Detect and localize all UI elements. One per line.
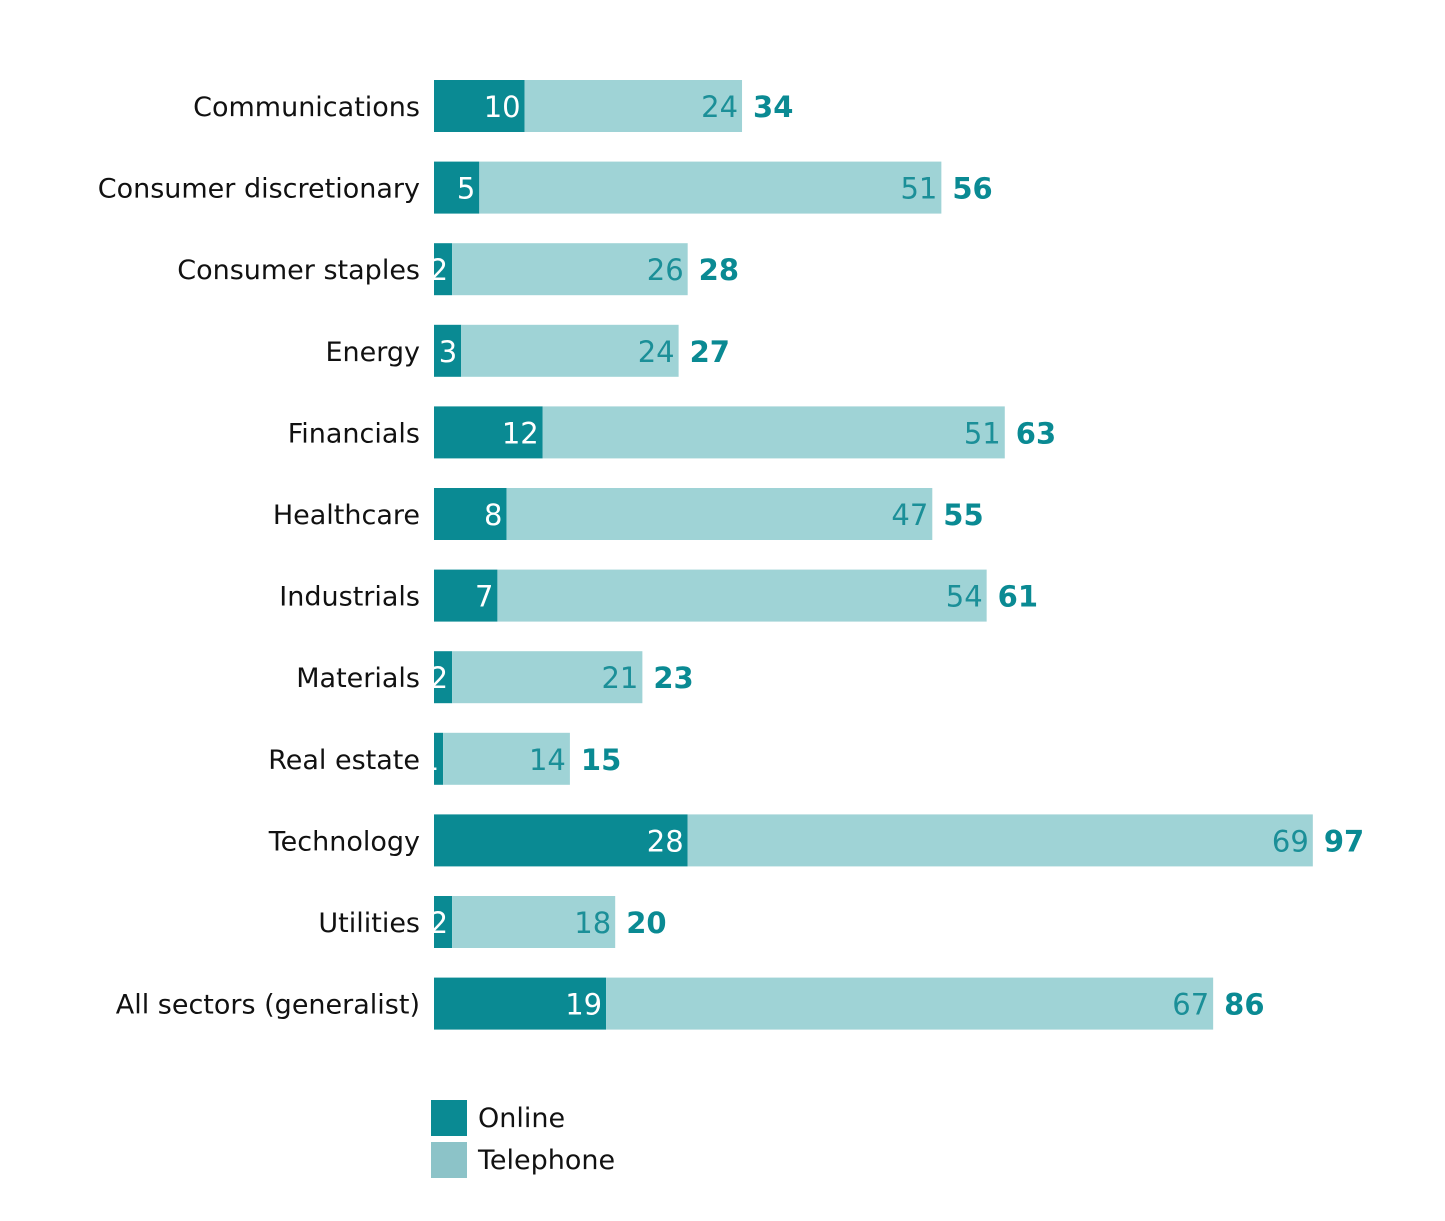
- legend-item-online: Online: [431, 1100, 615, 1136]
- value-label-telephone-all-sectors-generalist: 67: [1172, 988, 1209, 1022]
- total-label-financials: 63: [1016, 416, 1056, 450]
- bar-telephone-technology: [687, 814, 1313, 867]
- bar-online-industrials: [434, 569, 498, 622]
- bar-telephone-utilities: [452, 896, 616, 948]
- value-label-online-communications: 10: [484, 90, 521, 124]
- legend-label-online: Online: [478, 1102, 566, 1134]
- bar-online-communications: [434, 80, 525, 132]
- category-label-utilities: Utilities: [318, 908, 420, 939]
- total-label-communications: 34: [753, 90, 793, 124]
- value-label-telephone-industrials: 54: [946, 580, 983, 614]
- legend-label-telephone: Telephone: [478, 1144, 616, 1176]
- value-label-online-consumer-discretionary: 5: [457, 172, 475, 206]
- category-label-consumer-staples: Consumer staples: [177, 255, 420, 286]
- total-label-all-sectors-generalist: 86: [1224, 988, 1264, 1022]
- bar-telephone-consumer-discretionary: [479, 161, 942, 214]
- legend-swatch-online: [431, 1100, 467, 1136]
- bar-online-materials: [434, 651, 453, 704]
- category-label-materials: Materials: [296, 663, 420, 694]
- bar-online-real-estate: [434, 732, 444, 785]
- value-label-telephone-healthcare: 47: [891, 498, 928, 532]
- value-label-online-utilities: 2: [430, 906, 448, 940]
- total-label-materials: 23: [653, 661, 693, 695]
- bar-telephone-consumer-staples: [452, 243, 688, 296]
- bar-telephone-healthcare: [506, 488, 933, 540]
- total-label-real-estate: 15: [581, 743, 621, 777]
- value-label-telephone-materials: 21: [601, 661, 638, 695]
- category-label-real-estate: Real estate: [268, 745, 420, 776]
- category-label-industrials: Industrials: [279, 582, 420, 613]
- bar-telephone-all-sectors-generalist: [606, 977, 1214, 1030]
- category-label-financials: Financials: [288, 418, 420, 449]
- category-label-technology: Technology: [268, 826, 420, 857]
- bar-telephone-industrials: [497, 569, 987, 622]
- value-label-online-materials: 2: [430, 661, 448, 695]
- value-label-telephone-real-estate: 14: [529, 743, 566, 777]
- total-label-energy: 27: [690, 335, 730, 369]
- bar-telephone-energy: [461, 324, 679, 377]
- value-label-online-healthcare: 8: [484, 498, 502, 532]
- value-label-telephone-communications: 24: [701, 90, 738, 124]
- value-label-online-technology: 28: [647, 824, 684, 858]
- value-label-telephone-utilities: 18: [574, 906, 611, 940]
- total-label-utilities: 20: [626, 906, 666, 940]
- value-label-online-industrials: 7: [475, 580, 493, 614]
- total-label-healthcare: 55: [943, 498, 983, 532]
- value-label-online-real-estate: 1: [421, 743, 439, 777]
- value-label-online-consumer-staples: 2: [430, 253, 448, 287]
- bar-online-consumer-staples: [434, 243, 453, 296]
- total-label-consumer-staples: 28: [699, 253, 739, 287]
- bar-telephone-materials: [452, 651, 643, 704]
- value-label-telephone-technology: 69: [1272, 824, 1309, 858]
- legend-item-telephone: Telephone: [431, 1142, 615, 1178]
- total-label-industrials: 61: [998, 580, 1038, 614]
- bar-telephone-communications: [524, 80, 743, 132]
- bar-telephone-real-estate: [443, 732, 570, 785]
- bar-online-healthcare: [434, 488, 507, 540]
- value-label-telephone-consumer-staples: 26: [647, 253, 684, 287]
- bar-online-consumer-discretionary: [434, 161, 480, 214]
- legend: Online Telephone: [431, 1100, 615, 1184]
- bar-telephone-financials: [542, 406, 1005, 459]
- value-label-telephone-energy: 24: [638, 335, 675, 369]
- total-label-consumer-discretionary: 56: [952, 172, 992, 206]
- category-label-communications: Communications: [193, 92, 420, 123]
- category-label-consumer-discretionary: Consumer discretionary: [98, 174, 420, 205]
- category-label-all-sectors-generalist: All sectors (generalist): [116, 990, 420, 1021]
- value-label-online-financials: 12: [502, 416, 539, 450]
- value-label-telephone-consumer-discretionary: 51: [900, 172, 937, 206]
- bar-online-financials: [434, 406, 543, 459]
- bar-online-energy: [434, 324, 462, 377]
- legend-swatch-telephone: [431, 1142, 467, 1178]
- bar-online-all-sectors-generalist: [434, 977, 607, 1030]
- value-label-telephone-financials: 51: [964, 416, 1001, 450]
- category-label-energy: Energy: [325, 337, 420, 368]
- value-label-online-energy: 3: [439, 335, 457, 369]
- bar-online-utilities: [434, 896, 453, 948]
- category-label-healthcare: Healthcare: [273, 500, 420, 531]
- bar-online-technology: [434, 814, 688, 867]
- value-label-online-all-sectors-generalist: 19: [565, 988, 602, 1022]
- total-label-technology: 97: [1324, 824, 1364, 858]
